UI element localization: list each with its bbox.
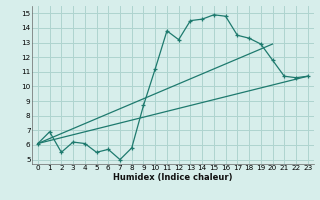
X-axis label: Humidex (Indice chaleur): Humidex (Indice chaleur) <box>113 173 233 182</box>
